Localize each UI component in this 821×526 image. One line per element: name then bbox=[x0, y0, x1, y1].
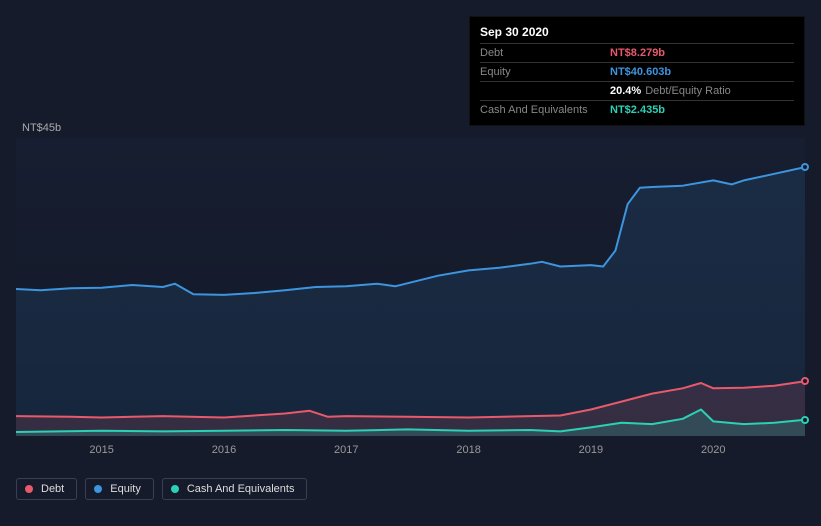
x-axis-labels: 2015 2016 2017 2018 2019 2020 bbox=[16, 444, 805, 464]
x-axis-tick-label: 2019 bbox=[579, 444, 603, 456]
legend-item-label: Equity bbox=[110, 483, 141, 495]
tooltip-row: 20.4%Debt/Equity Ratio bbox=[480, 81, 794, 100]
data-tooltip: Sep 30 2020 DebtNT$8.279bEquityNT$40.603… bbox=[469, 16, 805, 126]
legend-item[interactable]: Equity bbox=[85, 478, 154, 500]
tooltip-row: EquityNT$40.603b bbox=[480, 62, 794, 81]
x-axis-tick-label: 2020 bbox=[701, 444, 725, 456]
tooltip-row: DebtNT$8.279b bbox=[480, 43, 794, 62]
chart-legend: Debt Equity Cash And Equivalents bbox=[16, 478, 307, 500]
x-axis-tick-label: 2018 bbox=[456, 444, 480, 456]
legend-dot-icon bbox=[171, 485, 179, 493]
legend-item[interactable]: Cash And Equivalents bbox=[162, 478, 308, 500]
tooltip-row-value: NT$40.603b bbox=[610, 66, 671, 78]
tooltip-row-value: NT$2.435b bbox=[610, 104, 665, 116]
chart-container: { "tooltip": { "date": "Sep 30 2020", "r… bbox=[0, 0, 821, 526]
series-end-marker bbox=[801, 163, 809, 171]
legend-item-label: Cash And Equivalents bbox=[187, 483, 295, 495]
tooltip-row-label: Equity bbox=[480, 66, 610, 78]
tooltip-row: Cash And EquivalentsNT$2.435b bbox=[480, 100, 794, 119]
tooltip-row-label bbox=[480, 85, 610, 97]
x-axis-tick-label: 2016 bbox=[212, 444, 236, 456]
tooltip-row-label: Cash And Equivalents bbox=[480, 104, 610, 116]
legend-dot-icon bbox=[25, 485, 33, 493]
legend-item[interactable]: Debt bbox=[16, 478, 77, 500]
series-end-marker bbox=[801, 416, 809, 424]
tooltip-row-value: NT$8.279b bbox=[610, 47, 665, 59]
chart-plot-area[interactable] bbox=[16, 138, 805, 436]
series-end-marker bbox=[801, 377, 809, 385]
x-axis-tick-label: 2015 bbox=[89, 444, 113, 456]
y-axis-label-max: NT$45b bbox=[22, 122, 61, 134]
tooltip-row-value: 20.4%Debt/Equity Ratio bbox=[610, 85, 731, 97]
legend-item-label: Debt bbox=[41, 483, 64, 495]
tooltip-row-label: Debt bbox=[480, 47, 610, 59]
x-axis-tick-label: 2017 bbox=[334, 444, 358, 456]
tooltip-row-suffix: Debt/Equity Ratio bbox=[645, 85, 731, 97]
chart-svg bbox=[16, 138, 805, 436]
legend-dot-icon bbox=[94, 485, 102, 493]
tooltip-date: Sep 30 2020 bbox=[480, 23, 794, 43]
